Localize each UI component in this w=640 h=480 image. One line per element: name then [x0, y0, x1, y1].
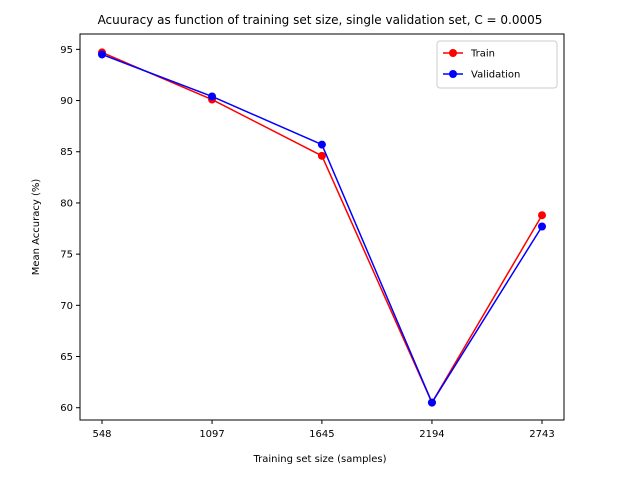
- y-tick-label: 70: [60, 301, 73, 312]
- data-point-train: [538, 211, 546, 220]
- y-axis-ticks: 60 65 70 75 80 85 90 95: [60, 45, 80, 414]
- x-tick-label: 1097: [199, 429, 224, 440]
- y-tick-label: 85: [60, 147, 73, 158]
- y-tick-label: 90: [60, 96, 73, 107]
- chart-title: Acuuracy as function of training set siz…: [98, 13, 543, 27]
- x-axis-ticks: 548 1097 1645 2194 2743: [92, 420, 555, 440]
- data-point-validation: [427, 398, 436, 407]
- y-tick-label: 60: [60, 403, 73, 414]
- x-tick-label: 2743: [529, 429, 554, 440]
- data-point-validation: [317, 140, 326, 149]
- data-point-validation: [98, 50, 106, 59]
- data-point-validation: [538, 222, 546, 231]
- x-tick-label: 2194: [419, 429, 444, 440]
- legend: Train Validation: [436, 40, 558, 89]
- legend-label: Validation: [471, 70, 520, 81]
- legend-swatch-marker: [449, 49, 457, 57]
- data-point-train: [317, 151, 326, 160]
- y-tick-label: 75: [60, 250, 73, 261]
- x-tick-label: 1645: [309, 429, 334, 440]
- x-tick-label: 548: [92, 429, 111, 440]
- series-layer: [98, 48, 546, 407]
- y-tick-label: 65: [60, 352, 73, 363]
- legend-swatch-marker: [449, 70, 457, 78]
- y-axis-label: Mean Accuracy (%): [31, 179, 42, 276]
- legend-frame: [436, 40, 558, 89]
- legend-label: Train: [470, 49, 495, 60]
- y-tick-label: 80: [60, 198, 73, 209]
- x-axis-label: Training set size (samples): [252, 454, 386, 465]
- data-point-validation: [208, 92, 217, 101]
- y-tick-label: 95: [60, 45, 73, 56]
